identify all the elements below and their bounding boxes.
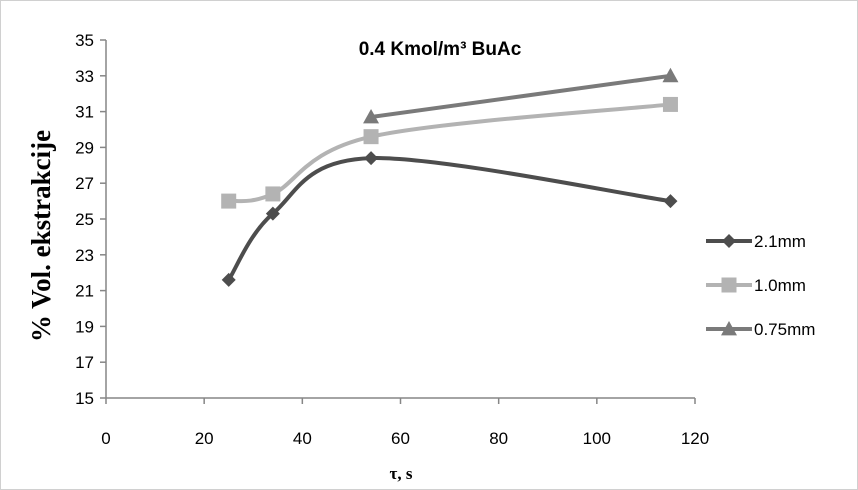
x-tick-label: 20	[195, 429, 214, 448]
series-line	[370, 73, 671, 119]
y-tick-label: 15	[75, 389, 94, 408]
y-tick-label: 23	[75, 246, 94, 265]
axes: 15 17 19 21 23 25 27 29 31 33 35 0 20 40 60 80 100 120	[75, 31, 709, 448]
y-tick-label: 21	[75, 282, 94, 301]
data-point	[265, 206, 280, 221]
legend-label: 1.0mm	[754, 276, 806, 295]
legend-marker	[721, 277, 737, 293]
series-line	[227, 156, 671, 281]
y-tick-label: 35	[75, 31, 94, 50]
series-1.0mm	[221, 96, 678, 209]
legend-marker	[721, 321, 737, 336]
x-tick-label: 40	[293, 429, 312, 448]
y-tick-label: 27	[75, 174, 94, 193]
x-tick-label: 80	[489, 429, 508, 448]
y-axis-label: % Vol. ekstrakcije	[26, 130, 56, 342]
legend-item: 0.75mm	[706, 320, 815, 339]
chart-title: 0.4 Kmol/m³ BuAc	[359, 39, 522, 60]
y-tick-label: 25	[75, 210, 94, 229]
data-point	[663, 194, 678, 209]
legend-item: 1.0mm	[706, 276, 806, 295]
y-tick-label: 29	[75, 138, 94, 157]
y-tick-label: 17	[75, 353, 94, 372]
x-axis-label: τ, s	[390, 464, 413, 483]
legend-marker	[722, 234, 736, 248]
data-point	[662, 67, 679, 83]
data-point	[364, 151, 379, 166]
series-layer	[221, 67, 679, 287]
data-point	[363, 129, 379, 145]
x-tick-label: 0	[101, 429, 110, 448]
data-point	[363, 108, 380, 124]
data-point	[662, 96, 678, 112]
x-tick-label: 100	[583, 429, 611, 448]
series-2.1mm	[221, 151, 678, 287]
series-line	[228, 102, 671, 204]
data-point	[221, 193, 237, 209]
data-point	[265, 186, 281, 202]
y-tick-label: 33	[75, 67, 94, 86]
data-point	[221, 272, 236, 287]
legend-label: 0.75mm	[754, 320, 815, 339]
legend-label: 2.1mm	[754, 232, 806, 251]
legend-item: 2.1mm	[706, 232, 806, 251]
y-tick-label: 19	[75, 317, 94, 336]
legend: 2.1mm 1.0mm 0.75mm	[706, 232, 815, 339]
series-0.75mm	[363, 67, 679, 124]
y-tick-label: 31	[75, 103, 94, 122]
x-tick-label: 60	[391, 429, 410, 448]
x-tick-label: 120	[681, 429, 709, 448]
